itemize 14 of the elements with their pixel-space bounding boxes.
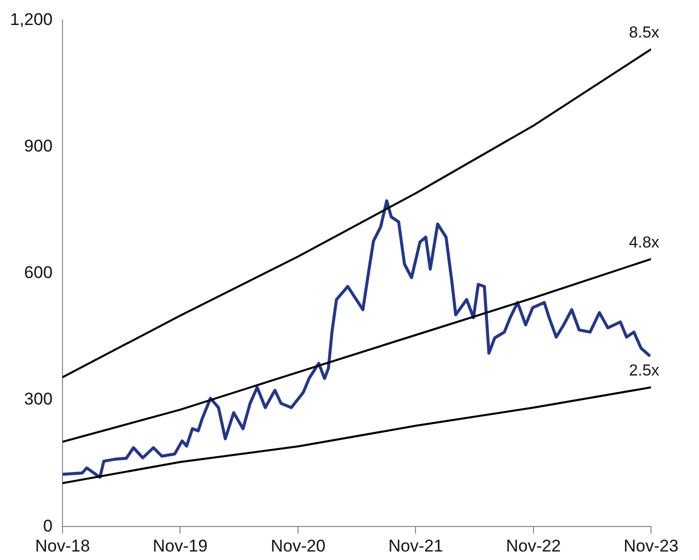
- x-tick-label: Nov-21: [388, 536, 444, 556]
- y-tick-label: 0: [43, 516, 53, 536]
- x-tick-label: Nov-19: [152, 536, 208, 556]
- y-tick-label: 1,200: [10, 10, 53, 29]
- x-tick-label: Nov-18: [35, 536, 90, 556]
- x-tick-label: Nov-23: [624, 536, 678, 556]
- series-label: 2.5x: [629, 362, 660, 380]
- y-tick-label: 300: [24, 390, 53, 409]
- y-tick-label: 900: [24, 136, 53, 156]
- series-label: 4.8x: [629, 234, 660, 252]
- series-label: 8.5x: [629, 24, 660, 42]
- x-tick-label: Nov-22: [506, 536, 561, 556]
- x-tick-label: Nov-20: [270, 536, 326, 556]
- y-tick-label: 600: [24, 263, 53, 282]
